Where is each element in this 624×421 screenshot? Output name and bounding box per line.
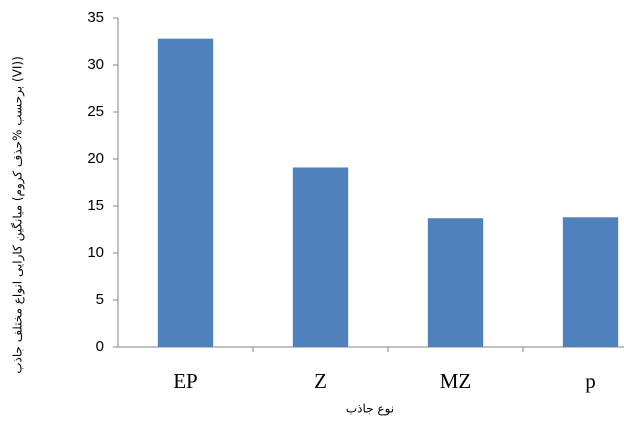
y-axis-title: میانگین کارایی انواع مختلف جاذب (برحسب %… xyxy=(11,56,26,374)
y-tick-label: 5 xyxy=(96,291,104,308)
y-tick-label: 25 xyxy=(87,103,104,120)
y-tick-label: 10 xyxy=(87,244,104,261)
bar xyxy=(157,38,214,348)
y-tick-label: 35 xyxy=(87,9,104,26)
bar xyxy=(292,167,349,347)
y-tick-label: 0 xyxy=(96,338,104,355)
x-tick-label: MZ xyxy=(440,369,472,393)
x-tick-label: p xyxy=(585,369,596,393)
y-tick-label: 30 xyxy=(87,56,104,73)
x-tick-label: EP xyxy=(173,369,198,393)
y-tick-label: 15 xyxy=(87,197,104,214)
x-tick-label: Z xyxy=(314,369,327,393)
x-axis-title: نوع جاذب xyxy=(346,402,394,417)
y-tick-label: 20 xyxy=(87,150,104,167)
bar xyxy=(562,217,619,347)
bar xyxy=(427,218,484,347)
